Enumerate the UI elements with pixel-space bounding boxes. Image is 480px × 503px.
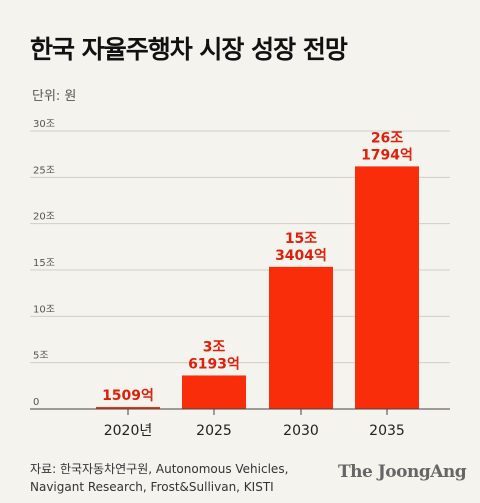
publisher-logo: The JoongAng xyxy=(338,462,467,482)
bar xyxy=(96,407,160,409)
bar xyxy=(355,166,419,409)
data-label: 26조 xyxy=(371,130,403,146)
data-label: 3조 xyxy=(203,339,226,355)
data-label: 3404억 xyxy=(275,248,327,264)
y-tick-label: 10조 xyxy=(33,304,55,315)
data-label: 6193억 xyxy=(188,356,240,372)
source-line-1: 자료: 한국자동차연구원, Autonomous Vehicles, xyxy=(30,462,289,476)
y-tick-label: 15조 xyxy=(33,258,55,269)
bar xyxy=(182,375,246,409)
axis-layer: 2020년 2025 2030 2035 xyxy=(30,408,450,439)
y-tick-label: 0 xyxy=(33,397,39,408)
unit-label: 단위: 원 xyxy=(32,89,77,104)
bar xyxy=(269,266,333,409)
y-tick-label: 30조 xyxy=(33,119,55,130)
x-tick-label: 2020년 xyxy=(104,423,153,439)
data-label: 15조 xyxy=(285,231,317,247)
bar-layer xyxy=(96,166,419,409)
y-tick-label: 20조 xyxy=(33,212,55,223)
y-tick-label: 5조 xyxy=(33,351,49,362)
x-tick-label: 2030 xyxy=(283,423,319,439)
data-label: 1509억 xyxy=(102,388,154,404)
chart-title: 한국 자율주행차 시장 성장 전망 xyxy=(30,35,348,64)
source-note: 자료: 한국자동차연구원, Autonomous Vehicles, Navig… xyxy=(30,460,330,496)
x-tick-label: 2025 xyxy=(196,423,232,439)
y-tick-label: 25조 xyxy=(33,165,55,176)
x-tick-label: 2035 xyxy=(369,423,405,439)
data-label: 1794억 xyxy=(361,147,413,163)
source-line-2: Navigant Research, Frost&Sullivan, KISTI xyxy=(30,480,274,494)
